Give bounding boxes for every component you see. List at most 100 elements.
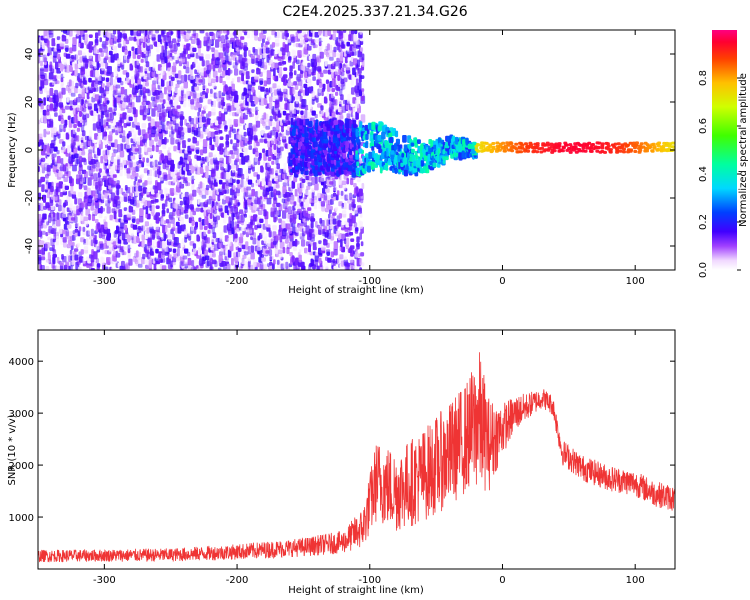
spectrogram-cell [326,251,330,256]
spectrogram-cell [135,95,141,103]
spectrogram-cell [250,55,256,59]
spectrogram-cell [159,189,163,195]
spectrogram-cell [69,64,73,72]
spectrogram-cell [105,39,109,46]
spectrogram-cell [93,234,98,240]
spectrogram-cell [220,113,226,122]
spectrogram-cell [331,87,336,93]
spectrogram-cell [183,47,187,54]
spectrogram-cell [358,207,362,214]
spectrogram-cell [210,88,213,94]
spectrogram-cell [105,122,109,127]
spectrogram-cell [231,83,235,92]
spectrogram-cell [104,221,108,230]
spectrogram-cell [333,120,338,126]
spectrogram-cell [97,63,101,68]
spectrogram-cell [94,39,99,46]
spectrogram-cell [131,46,135,52]
spectrogram-cell [346,178,350,185]
spectrogram-cell [301,181,305,190]
spectrogram-cell [99,37,102,43]
spectrogram-cell [40,202,44,210]
spectrogram-cell [176,172,181,179]
spectrogram-cell [352,198,356,204]
spectrogram-cell [123,207,128,212]
spectrogram-cell [187,155,191,162]
spectrogram-cell [48,212,52,218]
spectrogram-cell [343,77,348,83]
spectrogram-cell [161,232,164,240]
spectrogram-cell [187,138,191,143]
spectrogram-cell [180,100,184,105]
spectrogram-cell [67,36,72,41]
spectrogram-cell [113,158,117,166]
spectrogram-cell [317,226,323,230]
spectrogram-cell [105,52,109,58]
spectrogram-cell [114,195,120,200]
spectrogram-cell [130,76,135,85]
spectrogram-cell [62,229,66,235]
spectrogram-cell [360,75,365,79]
spectrogram-cell [267,36,272,40]
spectrogram-cell [129,63,134,71]
spectrogram-cell [218,90,222,99]
spectrogram-cell [295,240,300,245]
spectrogram-cell [304,104,309,111]
spectrogram-cell [132,224,138,230]
spectrogram-cell [40,103,44,110]
spectrogram-cell [113,251,117,256]
spectrogram-cell [314,44,318,49]
spectrogram-cell [82,52,86,57]
spectrogram-cell [314,113,318,119]
spectrogram-cell [44,218,48,225]
spectrogram-cell [97,222,100,227]
spectrogram-cell [191,260,195,267]
spectrogram-cell [243,131,247,137]
spectrogram-cell [350,238,355,242]
spectrogram-cell [176,80,182,85]
spectrogram-cell [100,156,104,164]
spectrogram-cell [89,94,93,98]
spectrogram-cell [166,55,170,59]
spectrogram-cell [259,80,263,85]
spectrogram-cell [166,208,169,214]
spectrogram-cell [349,203,352,211]
spectrogram-cell [241,173,245,180]
spectrogram-cell [286,32,289,38]
spectrogram-cell [44,57,47,66]
spectrogram-cell [176,105,181,109]
spectrogram-cell [237,250,241,259]
spectrogram-cell [205,184,210,191]
spectrogram-cell [234,90,238,96]
spectrogram-cell [199,103,203,109]
spectrogram-cell [165,219,170,224]
spectrogram-cell [358,188,363,197]
spectrogram-cell [221,56,225,63]
spectrogram-cell [208,73,214,77]
spectrogram-cell [291,255,295,260]
spectrogram-cell [195,207,201,212]
spectrogram-cell [282,132,286,140]
spectrogram-cell [44,138,48,145]
spectrogram-cell [147,147,152,152]
spectrogram-cell [240,179,244,188]
spectrogram-cell [164,199,168,207]
spectrogram-cell [78,93,83,98]
spectrogram-cell [315,220,318,228]
spectrogram-cell [168,147,171,152]
spectrogram-cell [244,213,247,218]
spectrogram-cell [114,36,117,42]
spectrogram-cell [132,107,136,115]
spectrogram-cell [176,89,181,97]
spectrogram-cell [65,163,69,167]
spectrogram-cell [244,138,248,144]
spectrogram-cell [172,248,177,253]
spectrogram-cell [134,207,139,212]
spectrogram-cell [268,186,274,192]
spectrogram-cell [180,250,184,257]
spectrogram-cell [40,176,46,182]
spectrogram-cell [167,35,172,44]
spectrogram-cell [160,92,165,100]
spectrogram-cell [92,163,96,169]
